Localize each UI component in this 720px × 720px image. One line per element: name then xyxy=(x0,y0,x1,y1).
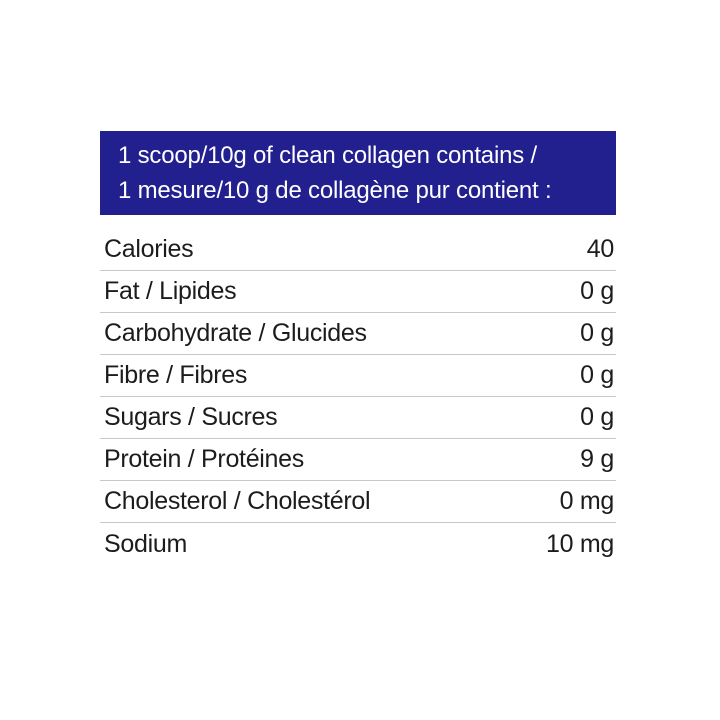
nutrient-row: Protein / Protéines 9 g xyxy=(100,439,616,481)
nutrient-label: Protein / Protéines xyxy=(104,445,304,473)
nutrient-value: 40 xyxy=(586,235,615,263)
nutrient-row: Fibre / Fibres 0 g xyxy=(100,355,616,397)
nutrient-value: 0 g xyxy=(580,403,614,431)
nutrient-value: 10 mg xyxy=(546,529,614,558)
nutrient-row: Cholesterol / Cholestérol 0 mg xyxy=(100,481,616,523)
nutrient-row: Carbohydrate / Glucides 0 g xyxy=(100,313,616,355)
serving-header-line-fr: 1 mesure/10 g de collagène pur contient … xyxy=(118,177,552,204)
nutrient-row: Sodium 10 mg xyxy=(100,523,616,565)
nutrient-row: Sugars / Sucres 0 g xyxy=(100,397,616,439)
nutrient-row: Fat / Lipides 0 g xyxy=(100,271,616,313)
nutrient-value: 0 g xyxy=(580,319,614,347)
nutrient-label: Fibre / Fibres xyxy=(104,361,248,389)
nutrient-label: Carbohydrate / Glucides xyxy=(104,319,367,347)
nutrient-label: Cholesterol / Cholestérol xyxy=(104,487,371,515)
nutrition-table: Calories 40 Fat / Lipides 0 g Carbohydra… xyxy=(100,229,616,565)
serving-header-banner: 1 scoop/10g of clean collagen contains /… xyxy=(100,131,616,215)
nutrient-label: Sugars / Sucres xyxy=(104,403,278,431)
nutrient-row: Calories 40 xyxy=(100,229,616,271)
nutrient-value: 0 g xyxy=(580,361,614,389)
nutrient-value: 9 g xyxy=(580,445,614,473)
nutrient-label: Fat / Lipides xyxy=(104,277,237,305)
nutrient-label: Calories xyxy=(104,235,194,263)
serving-header-line-en: 1 scoop/10g of clean collagen contains / xyxy=(118,142,537,169)
nutrient-value: 0 mg xyxy=(559,487,615,515)
nutrient-label: Sodium xyxy=(104,529,187,558)
nutrient-value: 0 g xyxy=(580,277,614,305)
